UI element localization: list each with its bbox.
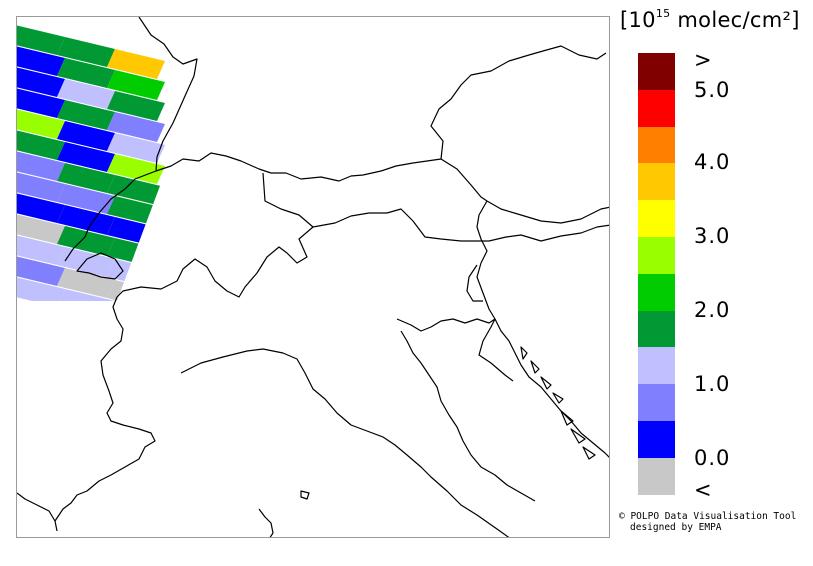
legend-tick-2: 2.0 <box>694 298 731 322</box>
border-north <box>64 17 198 262</box>
swath-pixel <box>107 49 165 79</box>
swath-pixel <box>17 130 65 160</box>
legend-tick-0: 0.0 <box>694 446 731 470</box>
map-panel[interactable] <box>16 16 610 538</box>
credit-line-1: © POLPO Data Visualisation Tool <box>619 511 797 522</box>
legend-swatch-10 <box>638 420 675 458</box>
swath-pixel <box>57 268 115 298</box>
legend-tick-5: 5.0 <box>694 78 731 102</box>
swath-pixel <box>57 226 115 256</box>
swath-pixel <box>17 193 65 223</box>
legend-swatch-3 <box>638 163 675 201</box>
coast-istria <box>494 318 609 458</box>
swath-pixel <box>107 133 165 163</box>
color-legend <box>638 53 675 495</box>
swath-pixel <box>107 91 165 121</box>
swath-pixel <box>17 88 65 118</box>
legend-tick-gt: > <box>694 48 713 72</box>
legend-swatch-9 <box>638 384 675 421</box>
swath-pixel <box>57 184 115 214</box>
satellite-swath <box>17 25 165 301</box>
border-switzerland-south <box>116 226 314 298</box>
legend-tick-lt: < <box>694 478 713 502</box>
legend-swatch-11 <box>638 457 675 495</box>
coast-corsica <box>258 508 274 537</box>
coast-elba <box>300 490 310 500</box>
legend-tick-3: 3.0 <box>694 224 731 248</box>
legend-swatch-4 <box>638 200 675 237</box>
border-france-italy <box>54 296 156 532</box>
border-italy-slovenia <box>466 264 483 302</box>
coast-croatia-islands <box>520 346 596 460</box>
swath-pixel <box>17 256 65 286</box>
border-austria-west <box>440 158 609 224</box>
swath-pixel <box>17 235 65 265</box>
swath-pixel <box>17 25 65 55</box>
credit-line-2: designed by EMPA <box>630 522 722 533</box>
swath-pixel <box>107 280 165 301</box>
country-borders <box>17 17 609 537</box>
map-canvas <box>17 17 609 537</box>
swath-pixel <box>17 277 65 301</box>
swath-pixel <box>17 172 65 202</box>
border-france-west <box>17 492 56 522</box>
swath-pixel <box>107 175 165 205</box>
swath-pixel <box>57 142 115 172</box>
swath-pixel <box>17 151 65 181</box>
swath-pixel <box>17 67 65 97</box>
legend-swatch-5 <box>638 236 675 274</box>
border-slovenia <box>476 200 514 382</box>
swath-pixel <box>57 289 115 301</box>
swath-pixel <box>17 214 65 244</box>
legend-swatch-1 <box>638 89 675 127</box>
legend-swatch-7 <box>638 310 675 348</box>
coast-venice <box>396 318 496 332</box>
legend-tick-4: 4.0 <box>694 150 731 174</box>
unit-label: [1015 molec/cm²] <box>620 7 800 32</box>
border-lake <box>76 252 124 280</box>
swath-pixel <box>57 247 115 277</box>
legend-tick-1: 1.0 <box>694 372 731 396</box>
swath-pixel <box>17 109 65 139</box>
swath-pixel <box>57 100 115 130</box>
credit-text: © POLPO Data Visualisation Tool designed… <box>619 511 796 533</box>
swath-pixel <box>57 163 115 193</box>
coast-adriatic <box>400 330 536 502</box>
legend-swatch-8 <box>638 347 675 385</box>
legend-swatch-0 <box>638 53 675 90</box>
legend-swatch-2 <box>638 126 675 164</box>
swath-pixel <box>107 112 165 142</box>
swath-pixel <box>57 121 115 151</box>
swath-pixel <box>107 70 165 100</box>
coast-liguria <box>180 348 510 537</box>
border-swiss-north <box>155 45 607 182</box>
swath-pixel <box>17 46 65 76</box>
swath-pixel <box>57 58 115 88</box>
swath-pixel <box>57 79 115 109</box>
swath-pixel <box>107 154 165 184</box>
swath-pixel <box>57 37 115 67</box>
border-austria-south <box>262 172 609 242</box>
legend-swatch-6 <box>638 273 675 311</box>
swath-pixel <box>57 205 115 235</box>
